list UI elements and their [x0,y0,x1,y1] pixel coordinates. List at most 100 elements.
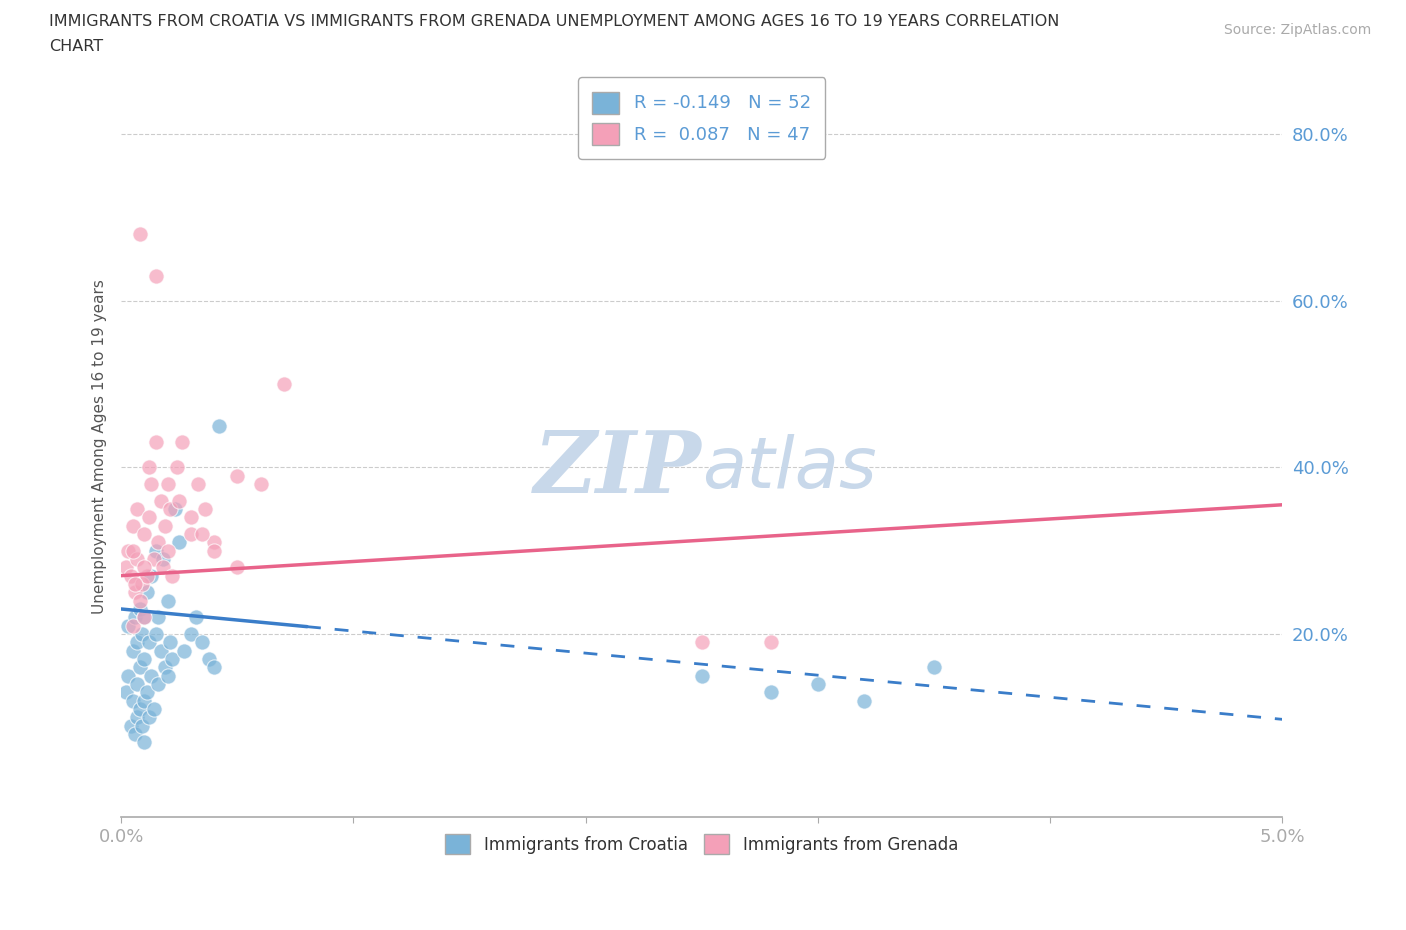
Point [117,669,139,684]
Text: atlas: atlas [702,434,876,503]
Point [191,635,214,650]
Point [134,610,156,625]
Point [163,501,186,516]
Point [138,510,160,525]
Point [128,660,150,675]
Point [202,535,225,550]
Point [690,635,713,650]
Point [138,459,160,474]
Point [191,526,214,541]
Point [155,518,177,533]
Text: IMMIGRANTS FROM CROATIA VS IMMIGRANTS FROM GRENADA UNEMPLOYMENT AMONG AGES 16 TO: IMMIGRANTS FROM CROATIA VS IMMIGRANTS FR… [49,14,1060,29]
Point [141,669,163,684]
Point [117,618,139,633]
Point [162,652,184,667]
Point [152,560,174,575]
Point [145,268,167,283]
Point [148,677,170,692]
Point [115,684,138,699]
Point [121,618,143,633]
Point [121,518,143,533]
Point [128,701,150,716]
Point [145,435,167,450]
Point [141,568,163,583]
Point [127,635,149,650]
Point [120,568,142,583]
Point [226,560,249,575]
Point [127,710,149,724]
Point [117,543,139,558]
Point [124,577,146,591]
Point [249,476,271,491]
Point [138,635,160,650]
Point [690,669,713,684]
Point [853,693,876,708]
Point [127,677,149,692]
Point [148,535,170,550]
Point [128,593,150,608]
Point [156,593,179,608]
Point [124,726,146,741]
Point [115,560,138,575]
Point [149,493,172,508]
Point [273,377,295,392]
Point [922,660,945,675]
Point [166,459,188,474]
Legend: Immigrants from Croatia, Immigrants from Grenada: Immigrants from Croatia, Immigrants from… [439,828,965,861]
Point [155,660,177,675]
Point [121,644,143,658]
Point [761,684,783,699]
Point [156,669,179,684]
Point [120,718,142,733]
Point [135,684,157,699]
Point [156,543,179,558]
Point [180,526,202,541]
Text: Source: ZipAtlas.com: Source: ZipAtlas.com [1223,23,1371,37]
Point [184,610,207,625]
Point [128,226,150,241]
Point [761,635,783,650]
Point [135,585,157,600]
Point [142,551,165,566]
Point [134,526,156,541]
Point [208,418,231,433]
Point [226,468,249,483]
Point [134,652,156,667]
Point [156,476,179,491]
Point [124,585,146,600]
Point [169,493,191,508]
Point [159,501,181,516]
Point [202,660,225,675]
Point [145,627,167,642]
Point [187,476,209,491]
Text: ZIP: ZIP [534,427,702,511]
Point [128,602,150,617]
Point [180,510,202,525]
Point [134,610,156,625]
Point [170,435,193,450]
Point [138,710,160,724]
Point [121,543,143,558]
Point [124,610,146,625]
Point [134,735,156,750]
Point [131,718,153,733]
Point [127,551,149,566]
Point [131,577,153,591]
Point [145,543,167,558]
Point [127,501,149,516]
Point [180,627,202,642]
Point [807,677,830,692]
Point [194,501,217,516]
Point [169,535,191,550]
Point [131,627,153,642]
Point [202,543,225,558]
Point [162,568,184,583]
Point [135,568,157,583]
Point [173,644,195,658]
Point [159,635,181,650]
Point [198,652,221,667]
Point [141,476,163,491]
Point [149,644,172,658]
Point [148,610,170,625]
Point [134,693,156,708]
